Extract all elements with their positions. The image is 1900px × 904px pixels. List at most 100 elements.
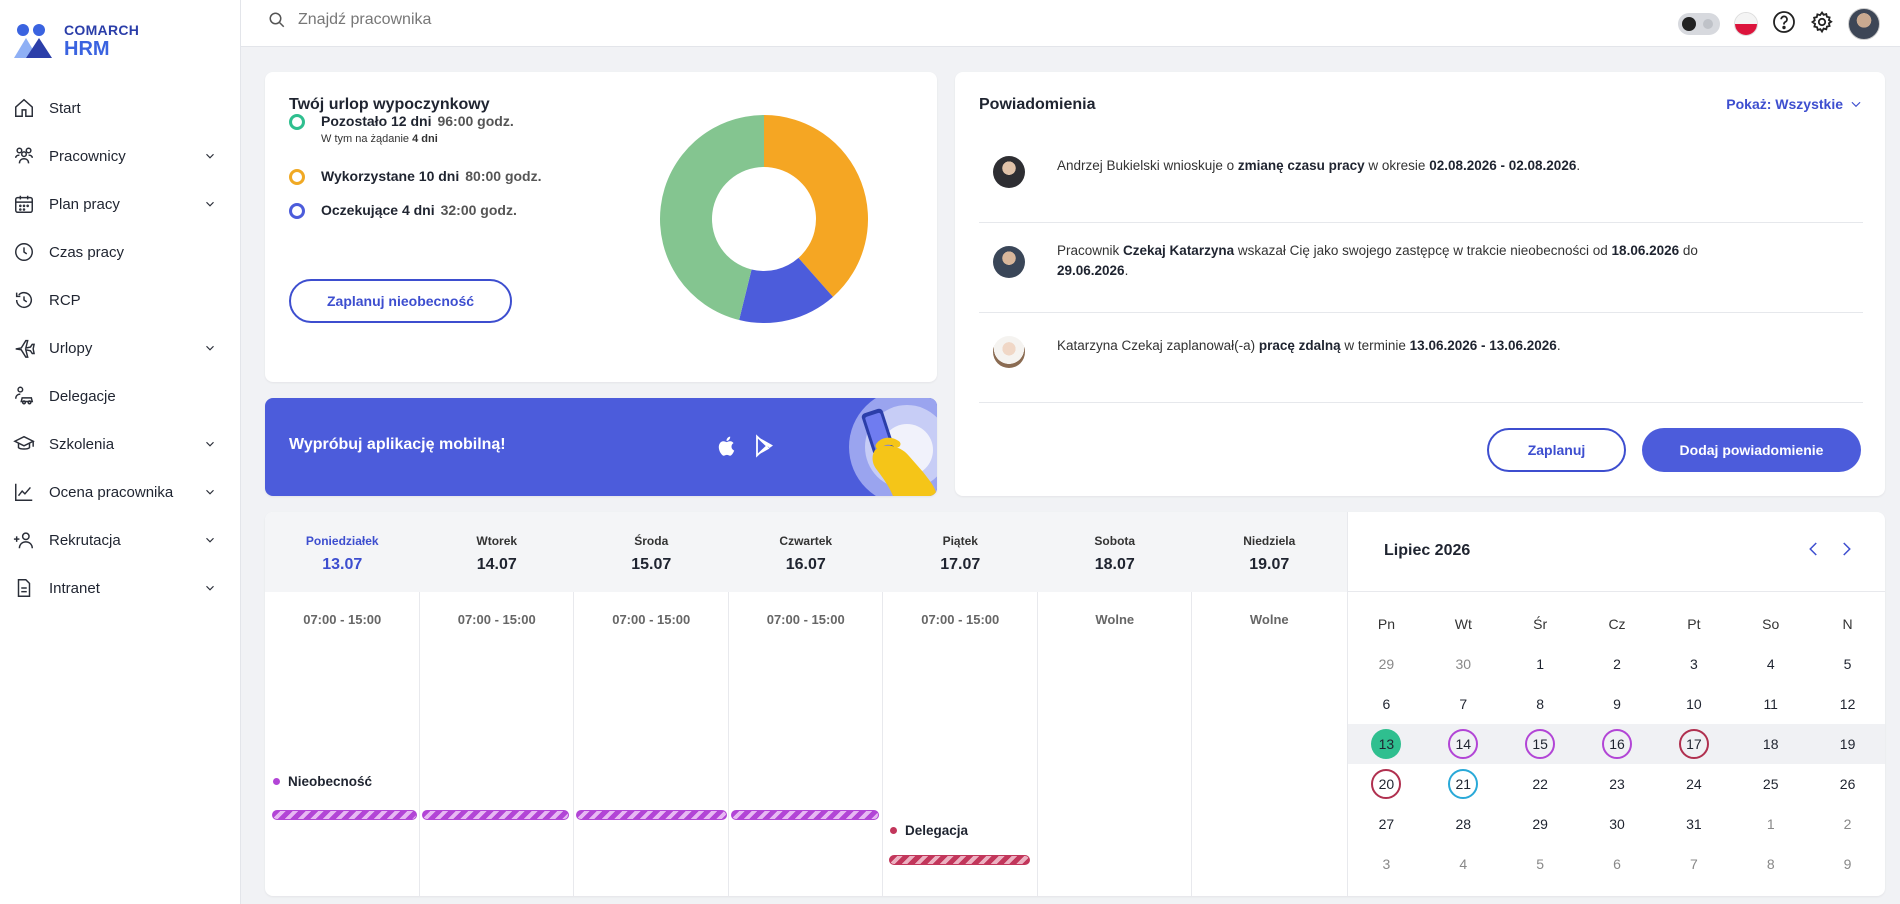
- calendar-day[interactable]: 3: [1655, 649, 1732, 679]
- calendar-day[interactable]: 29: [1502, 809, 1579, 839]
- comarch-hrm-logo[interactable]: COMARCH HRM: [12, 20, 139, 62]
- sidebar-item-7[interactable]: Delegacje: [0, 372, 240, 420]
- absence-bar-wed[interactable]: [576, 810, 727, 820]
- calendar-day[interactable]: 2: [1809, 809, 1885, 839]
- absence-event-label[interactable]: Nieobecność: [273, 774, 372, 789]
- calendar-day-number: 20: [1371, 769, 1402, 799]
- sidebar-item-4[interactable]: Czas pracy: [0, 228, 240, 276]
- calendar-day[interactable]: 4: [1732, 649, 1809, 679]
- calendar-day[interactable]: 18: [1732, 729, 1809, 759]
- calendar-day-number: 7: [1459, 696, 1468, 712]
- sidebar-item-5[interactable]: RCP: [0, 276, 240, 324]
- chevron-down-icon[interactable]: [198, 197, 222, 211]
- add-notification-button[interactable]: Dodaj powiadomienie: [1642, 428, 1861, 472]
- calendar-day[interactable]: 31: [1655, 809, 1732, 839]
- apple-icon[interactable]: [715, 434, 739, 458]
- calendar-day[interactable]: 1: [1502, 649, 1579, 679]
- calendar-day[interactable]: 6: [1579, 849, 1656, 879]
- notification-avatar: [993, 336, 1025, 368]
- gear-icon[interactable]: [1810, 10, 1834, 39]
- calendar-day[interactable]: 7: [1425, 689, 1502, 719]
- calendar-day[interactable]: 6: [1348, 689, 1425, 719]
- google-play-icon[interactable]: [753, 434, 777, 458]
- notification-text-part: zmianę czasu pracy: [1237, 158, 1365, 173]
- calendar-day[interactable]: 7: [1655, 849, 1732, 879]
- calendar-day-number: 3: [1382, 856, 1391, 872]
- sidebar-item-2[interactable]: Pracownicy: [0, 132, 240, 180]
- chevron-left-icon[interactable]: [1805, 540, 1823, 558]
- calendar-day-number: 25: [1762, 776, 1779, 792]
- notification-text-part: .: [1576, 158, 1581, 173]
- notification-text-part: pracę zdalną: [1258, 338, 1341, 353]
- calendar-day[interactable]: 30: [1579, 809, 1656, 839]
- sidebar-item-11[interactable]: Intranet: [0, 564, 240, 612]
- calendar-day[interactable]: 23: [1579, 769, 1656, 799]
- business-trip-dot: [890, 827, 897, 834]
- calendar-day[interactable]: 24: [1655, 769, 1732, 799]
- notification-item[interactable]: Andrzej Bukielski wnioskuje o zmianę cza…: [979, 133, 1863, 223]
- calendar-day[interactable]: 19: [1809, 729, 1885, 759]
- chevron-right-icon[interactable]: [1837, 540, 1855, 558]
- calendar-day[interactable]: 10: [1655, 689, 1732, 719]
- sidebar-item-9[interactable]: Ocena pracownika: [0, 468, 240, 516]
- notifications-filter-dropdown[interactable]: Pokaż: Wszystkie: [1726, 96, 1863, 112]
- chevron-down-icon[interactable]: [198, 485, 222, 499]
- notification-text: Katarzyna Czekaj zaplanował(-a) pracę zd…: [1057, 336, 1757, 356]
- business-trip-event-label[interactable]: Delegacja: [890, 823, 968, 838]
- calendar-day[interactable]: 9: [1809, 849, 1885, 879]
- calendar-day[interactable]: 26: [1809, 769, 1885, 799]
- day-hours: 07:00 - 15:00: [766, 612, 845, 627]
- chevron-down-icon[interactable]: [198, 149, 222, 163]
- calendar-day[interactable]: 29: [1348, 649, 1425, 679]
- calendar-day[interactable]: 20: [1348, 769, 1425, 799]
- calendar-day-number: 30: [1609, 816, 1625, 832]
- mobile-app-banner[interactable]: Wypróbuj aplikację mobilną!: [265, 398, 937, 496]
- calendar-day[interactable]: 17: [1655, 729, 1732, 759]
- calendar-day[interactable]: 27: [1348, 809, 1425, 839]
- calendar-day[interactable]: 2: [1579, 649, 1656, 679]
- plan-absence-button[interactable]: Zaplanuj nieobecność: [289, 279, 512, 323]
- weekday-header: Cz: [1608, 616, 1626, 632]
- dark-mode-toggle[interactable]: [1678, 13, 1720, 35]
- polish-flag-icon[interactable]: [1734, 12, 1758, 36]
- sidebar-item-8[interactable]: Szkolenia: [0, 420, 240, 468]
- sidebar-item-10[interactable]: Rekrutacja: [0, 516, 240, 564]
- notification-item[interactable]: Katarzyna Czekaj zaplanował(-a) pracę zd…: [979, 313, 1863, 403]
- calendar-day[interactable]: 15: [1502, 729, 1579, 759]
- calendar-day[interactable]: 30: [1425, 649, 1502, 679]
- calendar-day[interactable]: 16: [1579, 729, 1656, 759]
- calendar-day[interactable]: 5: [1502, 849, 1579, 879]
- business-trip-bar[interactable]: [889, 855, 1030, 865]
- chevron-down-icon[interactable]: [198, 581, 222, 595]
- schedule-button[interactable]: Zaplanuj: [1487, 428, 1626, 472]
- calendar-day[interactable]: 9: [1579, 689, 1656, 719]
- chevron-down-icon[interactable]: [198, 533, 222, 547]
- calendar-day[interactable]: 21: [1425, 769, 1502, 799]
- calendar-day[interactable]: 28: [1425, 809, 1502, 839]
- calendar-day[interactable]: 3: [1348, 849, 1425, 879]
- calendar-day[interactable]: 22: [1502, 769, 1579, 799]
- sidebar-item-3[interactable]: Plan pracy: [0, 180, 240, 228]
- chevron-down-icon[interactable]: [198, 341, 222, 355]
- help-icon[interactable]: [1772, 10, 1796, 39]
- absence-bar-mon[interactable]: [272, 810, 417, 820]
- calendar-day[interactable]: 12: [1809, 689, 1885, 719]
- calendar-day[interactable]: 8: [1732, 849, 1809, 879]
- sidebar-item-label: Pracownicy: [49, 147, 126, 165]
- calendar-day[interactable]: 5: [1809, 649, 1885, 679]
- search-input[interactable]: [298, 11, 698, 29]
- calendar-day[interactable]: 11: [1732, 689, 1809, 719]
- calendar-day[interactable]: 25: [1732, 769, 1809, 799]
- calendar-day[interactable]: 1: [1732, 809, 1809, 839]
- calendar-day[interactable]: 14: [1425, 729, 1502, 759]
- sidebar-item-6[interactable]: Urlopy: [0, 324, 240, 372]
- calendar-day[interactable]: 4: [1425, 849, 1502, 879]
- calendar-day[interactable]: 13: [1348, 729, 1425, 759]
- sidebar-item-1[interactable]: Start: [0, 84, 240, 132]
- notification-item[interactable]: Pracownik Czekaj Katarzyna wskazał Cię j…: [979, 223, 1863, 313]
- absence-bar-tue[interactable]: [422, 810, 569, 820]
- absence-bar-thu[interactable]: [731, 810, 879, 820]
- chevron-down-icon[interactable]: [198, 437, 222, 451]
- user-avatar[interactable]: [1848, 8, 1880, 40]
- calendar-day[interactable]: 8: [1502, 689, 1579, 719]
